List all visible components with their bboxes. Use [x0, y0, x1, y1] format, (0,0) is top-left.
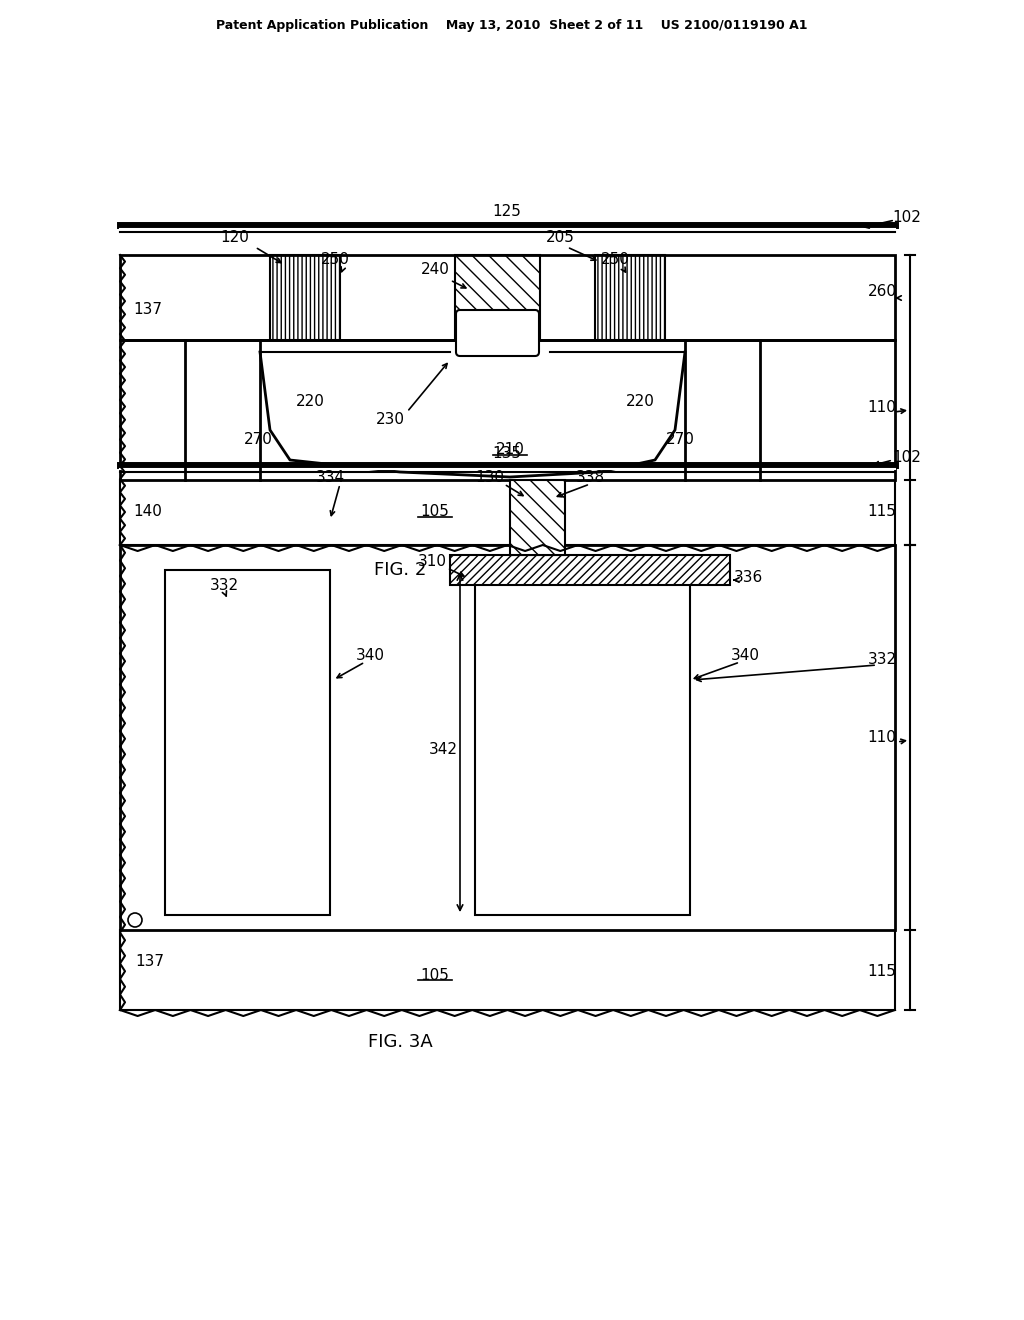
- Polygon shape: [240, 350, 705, 480]
- Text: 332: 332: [210, 578, 239, 593]
- Bar: [120, 255, 895, 341]
- Bar: [270, 255, 340, 341]
- Polygon shape: [185, 341, 260, 480]
- Text: 340: 340: [730, 648, 760, 663]
- Bar: [120, 341, 895, 480]
- Text: 338: 338: [575, 470, 604, 484]
- Text: 125: 125: [493, 205, 521, 219]
- Bar: [120, 545, 895, 931]
- Bar: [120, 931, 895, 1010]
- Bar: [120, 480, 895, 545]
- Text: 260: 260: [867, 285, 896, 300]
- Bar: [120, 255, 895, 341]
- Polygon shape: [760, 341, 895, 480]
- Text: FIG. 3A: FIG. 3A: [368, 1034, 432, 1051]
- Bar: [510, 480, 565, 554]
- Text: 310: 310: [418, 554, 446, 569]
- Text: 102: 102: [893, 450, 922, 465]
- Text: 120: 120: [220, 231, 250, 246]
- Bar: [460, 322, 535, 352]
- Bar: [595, 255, 665, 341]
- Text: 230: 230: [376, 412, 404, 428]
- Text: 332: 332: [867, 652, 897, 668]
- Text: Patent Application Publication    May 13, 2010  Sheet 2 of 11    US 2100/0119190: Patent Application Publication May 13, 2…: [216, 18, 808, 32]
- Text: 135: 135: [493, 446, 521, 461]
- Text: 340: 340: [355, 648, 384, 663]
- Text: 336: 336: [733, 570, 763, 586]
- Bar: [450, 554, 730, 585]
- Text: 210: 210: [496, 442, 524, 458]
- Text: 137: 137: [135, 954, 165, 969]
- Text: 250: 250: [321, 252, 349, 268]
- Text: 270: 270: [244, 433, 272, 447]
- Text: 105: 105: [421, 968, 450, 982]
- Text: 140: 140: [133, 504, 163, 520]
- Bar: [455, 255, 540, 341]
- Text: 110: 110: [867, 730, 896, 746]
- Polygon shape: [685, 341, 760, 480]
- Text: 205: 205: [546, 231, 574, 246]
- Text: 342: 342: [428, 742, 458, 758]
- Text: 250: 250: [600, 252, 630, 268]
- Text: FIG. 2: FIG. 2: [374, 561, 426, 579]
- Text: 102: 102: [893, 210, 922, 224]
- Text: 220: 220: [626, 395, 654, 409]
- Bar: [165, 570, 330, 915]
- Text: 105: 105: [421, 504, 450, 520]
- Text: 220: 220: [296, 395, 325, 409]
- Text: 115: 115: [867, 965, 896, 979]
- FancyBboxPatch shape: [456, 310, 539, 356]
- Text: 334: 334: [315, 470, 344, 484]
- Bar: [475, 570, 690, 915]
- Text: 115: 115: [867, 504, 896, 520]
- Bar: [120, 341, 895, 480]
- Text: 110: 110: [867, 400, 896, 416]
- Text: 137: 137: [133, 302, 163, 318]
- Polygon shape: [120, 341, 185, 480]
- Text: 270: 270: [666, 433, 694, 447]
- Text: 130: 130: [475, 470, 505, 484]
- Text: 240: 240: [421, 263, 450, 277]
- Bar: [462, 315, 534, 350]
